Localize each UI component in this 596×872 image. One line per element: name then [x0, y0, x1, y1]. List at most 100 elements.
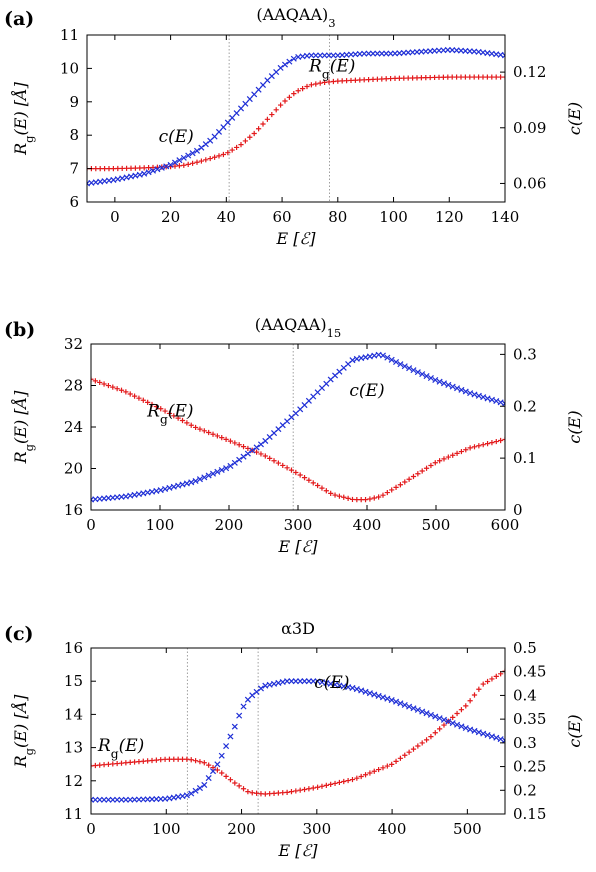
data-point: [480, 681, 486, 687]
data-point: [501, 52, 505, 59]
data-point: [379, 352, 387, 359]
annotation: Rg(E): [308, 57, 355, 82]
data-point: [189, 150, 196, 157]
data-point: [162, 408, 168, 414]
data-point: [362, 772, 369, 778]
data-point: [205, 472, 212, 479]
data-point: [440, 716, 448, 723]
data-point: [251, 91, 258, 98]
data-point: [419, 468, 425, 474]
data-point: [271, 790, 277, 796]
data-point: [445, 74, 451, 80]
data-point: [445, 718, 452, 725]
data-point: [175, 482, 182, 489]
data-point: [317, 52, 324, 59]
data-point: [227, 777, 234, 783]
data-point: [201, 781, 208, 788]
data-point: [450, 452, 456, 458]
y-tick-label: 7: [69, 160, 79, 178]
data-point: [154, 166, 161, 173]
data-point: [471, 444, 478, 450]
data-point: [119, 165, 125, 172]
data-point: [315, 482, 321, 489]
data-point: [218, 466, 225, 474]
data-point: [157, 487, 164, 494]
data-point: [419, 708, 426, 715]
data-point: [393, 484, 399, 490]
data-point: [308, 52, 315, 59]
data-point: [476, 74, 482, 80]
data-point: [366, 690, 373, 697]
data-point: [216, 153, 222, 159]
data-point: [153, 757, 159, 763]
data-point: [188, 479, 195, 486]
data-point: [489, 676, 495, 682]
data-point: [462, 388, 469, 395]
data-point: [428, 462, 434, 469]
data-point: [280, 462, 286, 469]
panel-a: (a) (AAQAA)3 0 20 40 60 80 100 120 140 6 7 8 9 10 11 0.0…: [4, 5, 584, 248]
data-point: [231, 459, 238, 466]
x-tick-label: 400: [378, 820, 407, 838]
data-point: [312, 52, 319, 59]
annotation: c(E): [159, 127, 194, 147]
plot-area: [91, 351, 505, 503]
data-point: [445, 381, 452, 388]
data-point: [344, 78, 350, 84]
data-point: [497, 399, 504, 406]
data-point: [480, 730, 487, 737]
data-point: [301, 786, 308, 793]
x-tick-label: 500: [453, 820, 482, 838]
data-point: [233, 110, 240, 117]
data-point: [198, 144, 205, 151]
data-point: [361, 77, 367, 83]
data-point: [378, 50, 385, 57]
data-point: [419, 371, 426, 378]
data-point: [484, 731, 491, 739]
data-point: [502, 436, 505, 443]
y2-tick-label: 0.09: [513, 119, 546, 137]
data-point: [282, 98, 288, 104]
data-point: [292, 678, 299, 685]
data-point: [238, 142, 244, 148]
data-point: [171, 159, 179, 166]
y-tick-label: 16: [64, 501, 83, 519]
data-point: [471, 692, 478, 698]
data-point: [271, 680, 278, 687]
data-point: [401, 363, 408, 370]
data-point: [315, 784, 321, 790]
data-point: [371, 768, 377, 774]
x-tick-label: 0: [86, 516, 96, 534]
data-point: [393, 698, 400, 705]
data-point: [242, 100, 249, 107]
data-point: [145, 169, 152, 176]
data-point: [393, 758, 399, 765]
plot-area: [87, 46, 505, 187]
x-tick-label: 100: [379, 208, 408, 226]
data-point: [383, 50, 390, 57]
y-tick-label: 15: [64, 672, 83, 690]
data-point: [240, 786, 247, 792]
data-point: [454, 450, 460, 457]
data-point: [345, 495, 351, 501]
data-point: [110, 384, 116, 390]
data-point: [288, 789, 295, 795]
series-rg: [87, 74, 505, 172]
data-point: [269, 111, 275, 118]
data-point: [184, 420, 190, 426]
data-point: [319, 783, 325, 789]
y-tick-label: 16: [64, 639, 83, 657]
data-point: [336, 493, 342, 499]
data-point: [335, 78, 341, 84]
data-point: [183, 480, 190, 487]
data-point: [257, 441, 264, 448]
data-point: [97, 379, 103, 386]
data-point: [484, 395, 491, 402]
data-point: [101, 796, 108, 803]
data-point: [214, 767, 220, 773]
data-point: [493, 438, 499, 445]
data-point: [215, 128, 223, 135]
data-point: [326, 79, 332, 85]
data-point: [437, 726, 443, 732]
data-point: [162, 485, 169, 493]
